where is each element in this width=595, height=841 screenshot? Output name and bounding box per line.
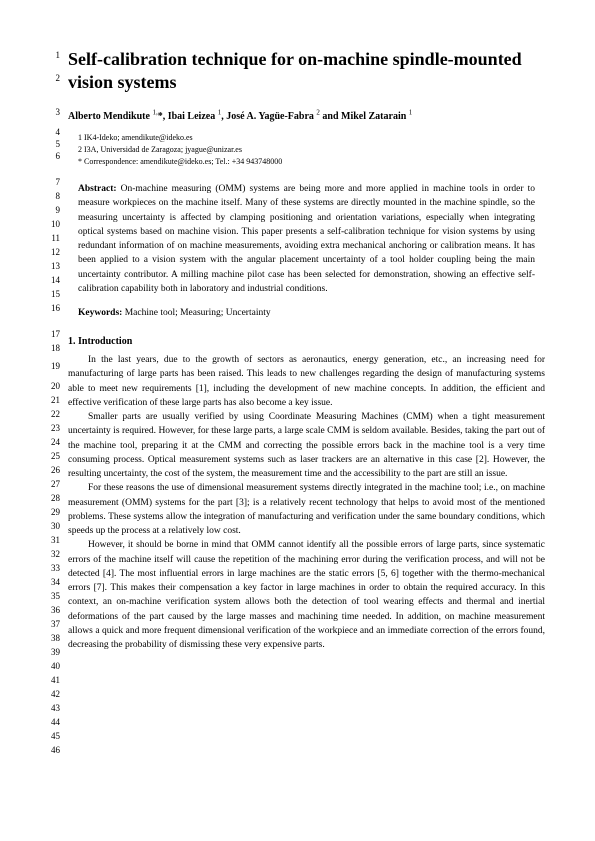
line-number: 36 <box>51 606 60 615</box>
line-number: 12 <box>51 248 60 257</box>
line-number: 13 <box>51 262 60 271</box>
line-number: 16 <box>51 304 60 313</box>
affiliation-2: 2 I3A, Universidad de Zaragoza; jyague@u… <box>78 144 545 156</box>
line-number: 33 <box>51 564 60 573</box>
line-number: 10 <box>51 220 60 229</box>
line-number: 3 <box>56 108 61 117</box>
line-number: 14 <box>51 276 60 285</box>
line-number: 43 <box>51 704 60 713</box>
line-number: 8 <box>56 192 61 201</box>
line-number: 15 <box>51 290 60 299</box>
keywords-label: Keywords: <box>78 308 122 318</box>
line-number: 35 <box>51 592 60 601</box>
paragraph: However, it should be borne in mind that… <box>68 538 545 652</box>
line-number: 20 <box>51 382 60 391</box>
paragraph: Smaller parts are usually verified by us… <box>68 410 545 481</box>
abstract: Abstract: On-machine measuring (OMM) sys… <box>68 182 545 296</box>
line-number: 46 <box>51 746 60 755</box>
line-number: 21 <box>51 396 60 405</box>
body-text: In the last years, due to the growth of … <box>68 353 545 652</box>
line-number: 45 <box>51 732 60 741</box>
line-number: 24 <box>51 438 60 447</box>
paragraph: In the last years, due to the growth of … <box>68 353 545 410</box>
line-number: 30 <box>51 522 60 531</box>
keywords-text: Machine tool; Measuring; Uncertainty <box>125 308 271 318</box>
section-1-heading: 1. Introduction <box>68 336 545 347</box>
paper-title: Self-calibration technique for on-machin… <box>68 48 545 95</box>
line-number: 23 <box>51 424 60 433</box>
line-number: 40 <box>51 662 60 671</box>
line-number: 17 <box>51 330 60 339</box>
affiliations: 1 IK4-Ideko; amendikute@ideko.es 2 I3A, … <box>68 132 545 168</box>
line-number: 1 <box>56 51 61 60</box>
line-number: 25 <box>51 452 60 461</box>
line-number: 4 <box>56 128 61 137</box>
line-number: 44 <box>51 718 60 727</box>
abstract-text: On-machine measuring (OMM) systems are b… <box>78 184 535 294</box>
keywords: Keywords: Machine tool; Measuring; Uncer… <box>68 308 545 318</box>
author-line: Alberto Mendikute 1,*, Ibai Leizea 1, Jo… <box>68 109 545 122</box>
line-number: 27 <box>51 480 60 489</box>
line-number: 11 <box>51 234 60 243</box>
line-number: 6 <box>56 152 61 161</box>
line-number: 38 <box>51 634 60 643</box>
line-number: 9 <box>56 206 61 215</box>
line-number: 41 <box>51 676 60 685</box>
correspondence: * Correspondence: amendikute@ideko.es; T… <box>78 156 545 168</box>
line-number: 28 <box>51 494 60 503</box>
line-number: 34 <box>51 578 60 587</box>
line-number: 19 <box>51 362 60 371</box>
line-number: 22 <box>51 410 60 419</box>
line-number: 31 <box>51 536 60 545</box>
line-number: 26 <box>51 466 60 475</box>
line-number: 29 <box>51 508 60 517</box>
page-content: Self-calibration technique for on-machin… <box>68 48 545 652</box>
line-number: 18 <box>51 344 60 353</box>
line-number: 39 <box>51 648 60 657</box>
line-number: 5 <box>56 140 61 149</box>
line-number: 7 <box>56 178 61 187</box>
abstract-label: Abstract: <box>78 184 117 194</box>
line-number: 32 <box>51 550 60 559</box>
author-text: Alberto Mendikute 1,*, Ibai Leizea 1, Jo… <box>68 111 412 122</box>
line-number: 2 <box>56 74 61 83</box>
line-number: 37 <box>51 620 60 629</box>
affiliation-1: 1 IK4-Ideko; amendikute@ideko.es <box>78 132 545 144</box>
paragraph: For these reasons the use of dimensional… <box>68 481 545 538</box>
line-number: 42 <box>51 690 60 699</box>
